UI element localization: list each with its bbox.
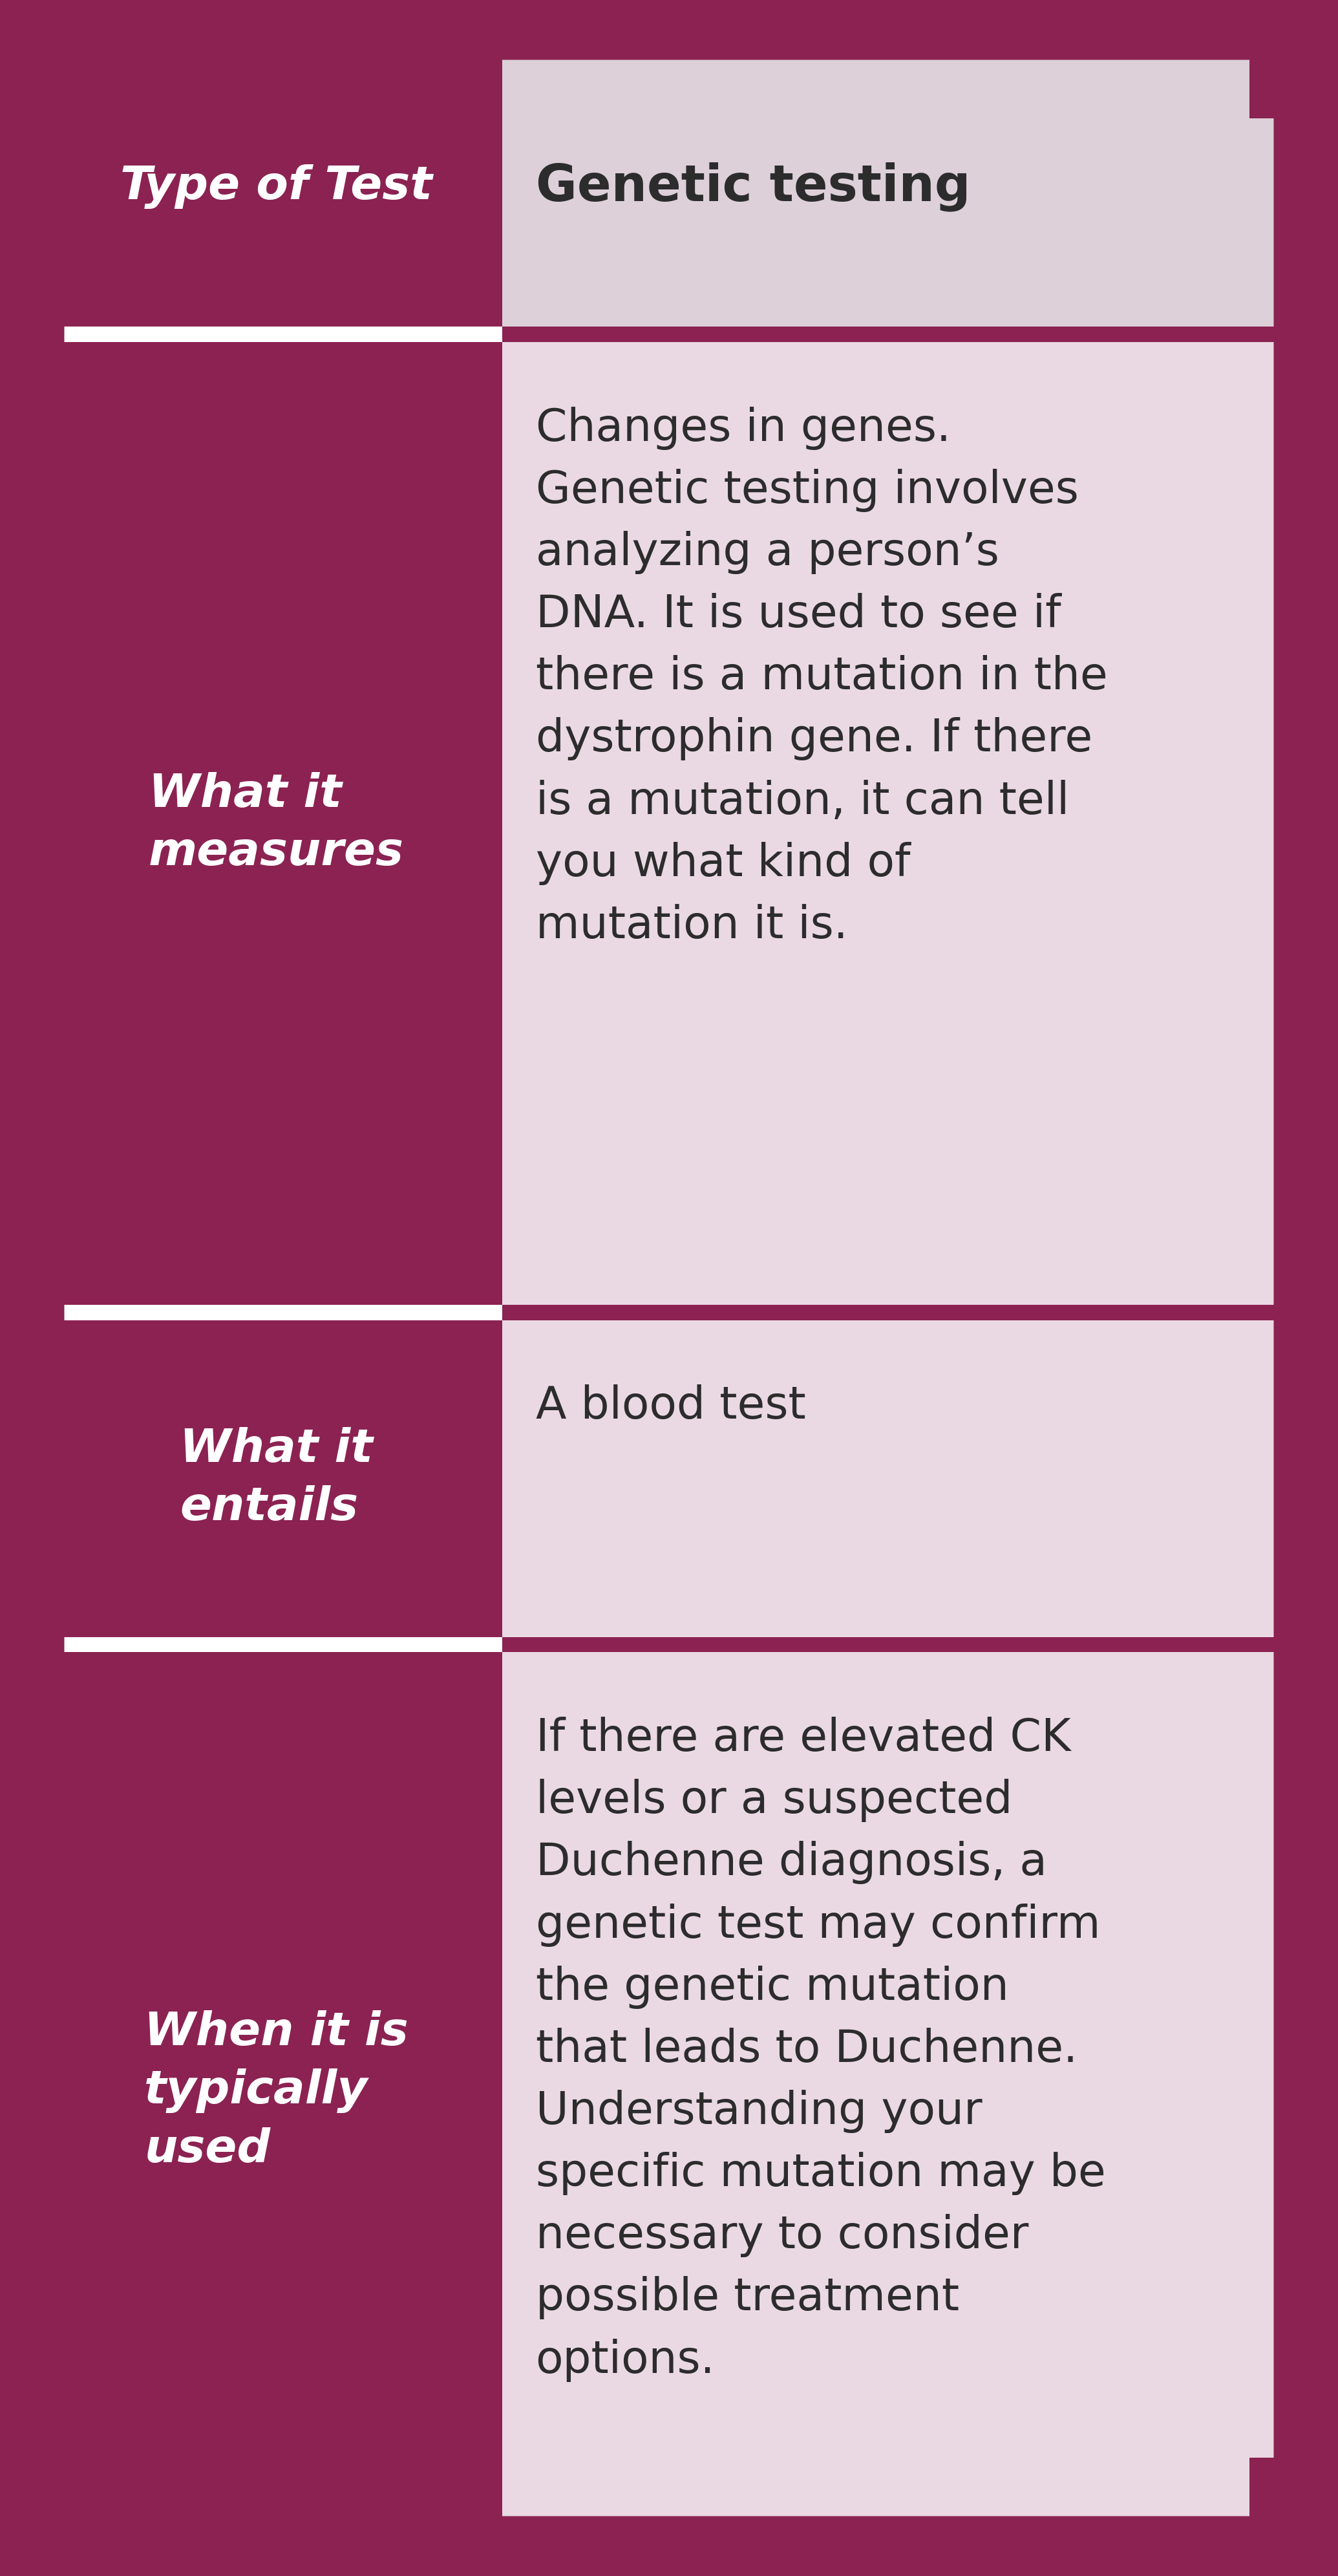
Bar: [502, 1303, 1287, 1319]
Bar: [502, 46, 1287, 327]
Bar: [502, 343, 1287, 1303]
Bar: [51, 343, 502, 1303]
Text: What it
entails: What it entails: [179, 1427, 373, 1530]
Text: If there are elevated CK
levels or a suspected
Duchenne diagnosis, a
genetic tes: If there are elevated CK levels or a sus…: [535, 1716, 1105, 2383]
Text: When it is
typically
used: When it is typically used: [145, 2009, 408, 2172]
Bar: [51, 327, 502, 343]
Bar: [51, 46, 502, 327]
Bar: [51, 1319, 502, 1636]
Bar: [502, 1636, 1287, 1651]
Text: A blood test: A blood test: [535, 1383, 805, 1427]
Bar: [502, 1651, 1287, 2530]
Bar: [1250, 2458, 1338, 2576]
Text: Changes in genes.
Genetic testing involves
analyzing a person’s
DNA. It is used : Changes in genes. Genetic testing involv…: [535, 407, 1108, 948]
Bar: [0, 2458, 88, 2576]
Bar: [51, 1636, 502, 1651]
Text: Genetic testing: Genetic testing: [535, 162, 970, 211]
Text: Type of Test: Type of Test: [120, 165, 432, 209]
Text: What it
measures: What it measures: [149, 773, 404, 876]
Bar: [502, 327, 1287, 343]
Bar: [51, 1303, 502, 1319]
Bar: [1250, 0, 1338, 118]
Bar: [0, 0, 88, 118]
Bar: [502, 1319, 1287, 1636]
Bar: [51, 1651, 502, 2530]
